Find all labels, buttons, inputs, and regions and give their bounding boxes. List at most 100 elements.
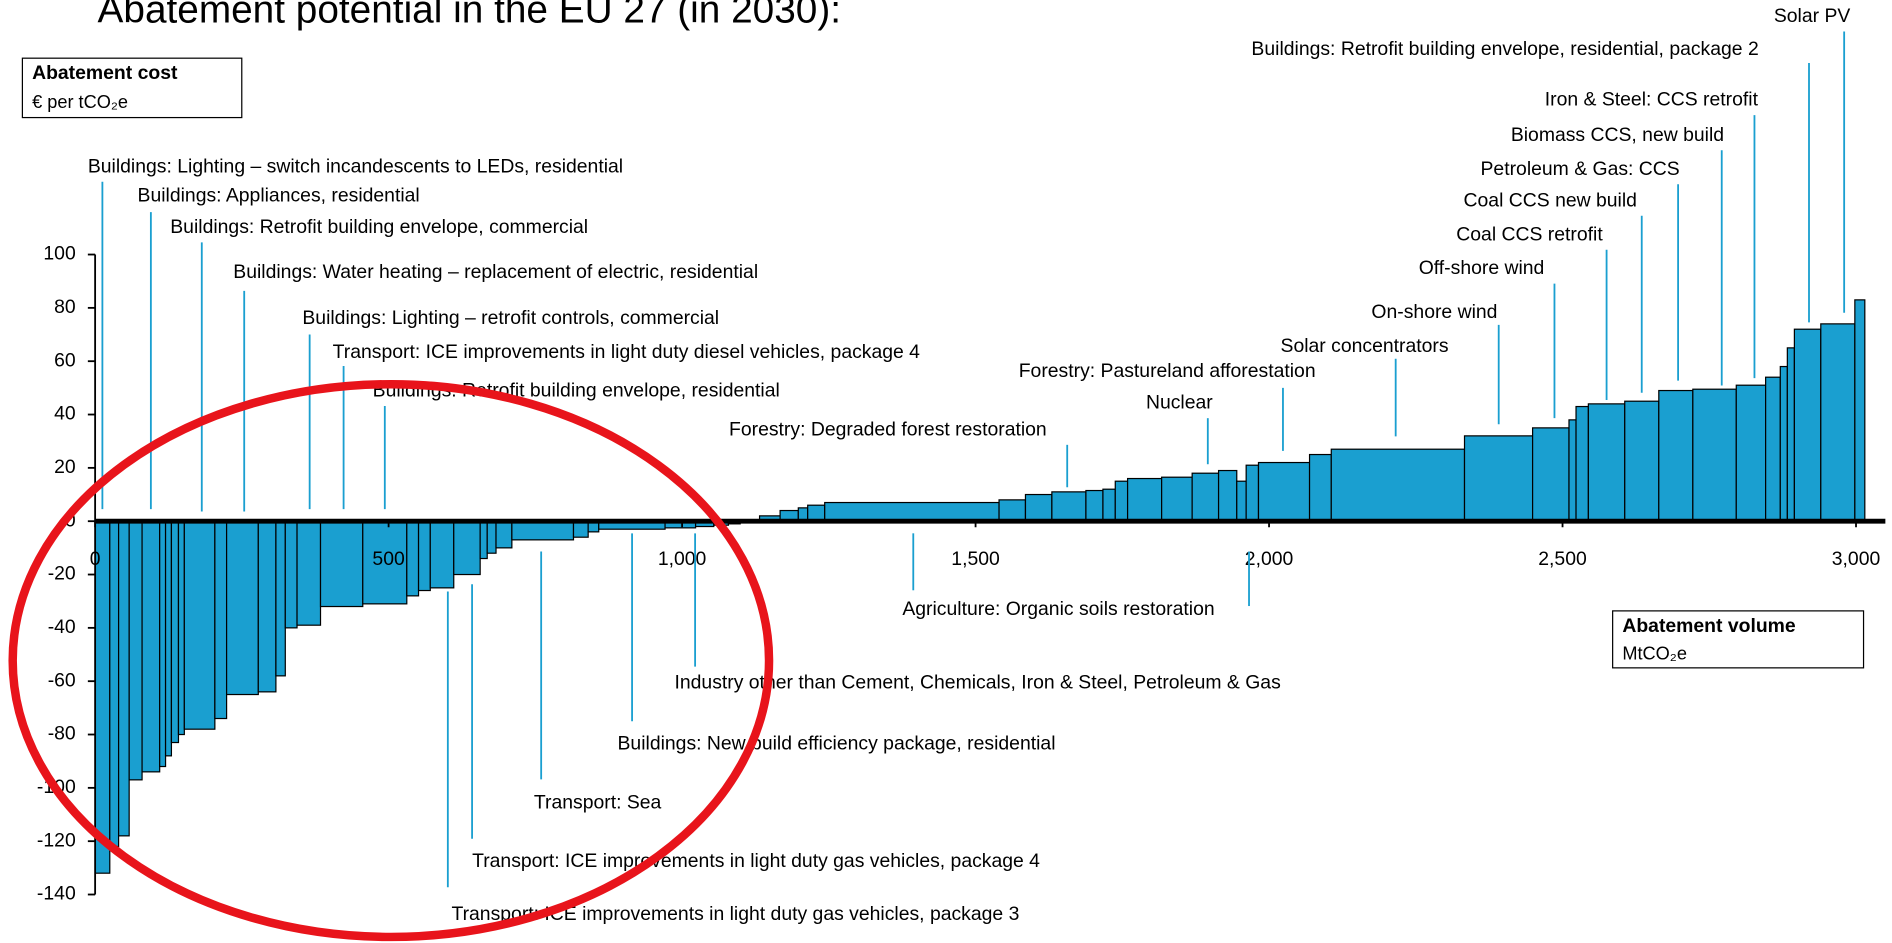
bar — [453, 520, 481, 576]
y-axis-title: Abatement cost — [32, 62, 178, 84]
annotation: Off-shore wind — [1419, 257, 1545, 279]
x-tick-label: 2,000 — [1245, 548, 1294, 570]
bar — [1692, 388, 1737, 522]
annotation: Buildings: Lighting – retrofit controls,… — [302, 307, 719, 329]
bar — [1624, 400, 1660, 522]
annotation: Biomass CCS, new build — [1511, 124, 1724, 146]
annotation: Buildings: Retrofit building envelope, r… — [1251, 38, 1758, 60]
x-tick-label: 2,500 — [1538, 548, 1587, 570]
bar — [1051, 491, 1087, 522]
bar — [1786, 347, 1795, 522]
bar — [406, 520, 420, 597]
annotation: Transport: ICE improvements in light dut… — [472, 850, 1040, 872]
bars — [94, 299, 1866, 874]
annotation: Buildings: Appliances, residential — [138, 184, 420, 206]
bar — [1765, 376, 1781, 522]
annotation: Solar concentrators — [1281, 335, 1449, 357]
bar — [495, 520, 513, 549]
bar — [1658, 389, 1694, 522]
bar — [362, 520, 408, 605]
bar — [1568, 419, 1577, 522]
annotation: Transport: ICE improvements in light dut… — [333, 341, 920, 363]
annotation: Iron & Steel: CCS retrofit — [1545, 89, 1759, 111]
bar — [1308, 453, 1332, 522]
bar — [1854, 299, 1866, 522]
y-tick-label: 100 — [43, 243, 76, 265]
x-axis-box — [1612, 610, 1865, 669]
bar — [1463, 435, 1534, 522]
annotation: Buildings: Water heating – replacement o… — [233, 261, 758, 283]
bar — [1735, 384, 1767, 522]
bar — [1257, 461, 1311, 522]
annotation: Nuclear — [1146, 392, 1213, 414]
y-tick-label: 80 — [54, 296, 76, 318]
annotation: Coal CCS new build — [1464, 189, 1637, 211]
bar — [1575, 405, 1589, 522]
bar — [117, 520, 130, 837]
bar — [1793, 328, 1822, 522]
y-tick-label: -60 — [48, 669, 76, 691]
annotation: Solar PV — [1774, 5, 1851, 27]
bar — [998, 499, 1027, 522]
bar — [183, 520, 216, 730]
highlight-ellipse — [8, 379, 774, 942]
annotation: On-shore wind — [1371, 301, 1497, 323]
chart-title: Abatement potential in the EU 27 (in 203… — [98, 0, 841, 31]
annotation: Coal CCS retrofit — [1456, 223, 1603, 245]
x-tick-label: 1,500 — [951, 548, 1000, 570]
bar — [1191, 472, 1220, 522]
annotation: Buildings: Retrofit building envelope, r… — [373, 380, 780, 402]
x-tick-label: 0 — [90, 548, 101, 570]
annotation: Transport: Sea — [534, 792, 662, 814]
x-tick-label: 3,000 — [1832, 548, 1881, 570]
y-tick-label: -80 — [48, 723, 76, 745]
bar — [1217, 469, 1238, 522]
bar — [486, 520, 497, 554]
x-tick-label: 1,000 — [658, 548, 707, 570]
bar — [109, 520, 120, 848]
y-tick-label: -120 — [37, 829, 76, 851]
y-axis-box — [21, 57, 243, 119]
bar — [128, 520, 143, 781]
bar — [417, 520, 431, 592]
annotation: Forestry: Degraded forest restoration — [729, 418, 1047, 440]
x-axis-title: Abatement volume — [1622, 615, 1796, 637]
bar — [1085, 489, 1104, 522]
bar — [1531, 427, 1570, 522]
annotation: Industry other than Cement, Chemicals, I… — [674, 672, 1280, 694]
bar — [1587, 403, 1626, 522]
annotation: Buildings: Retrofit building envelope, c… — [170, 216, 588, 238]
y-tick-label: -40 — [48, 616, 76, 638]
annotation: Agriculture: Organic soils restoration — [902, 598, 1214, 620]
bar — [296, 520, 322, 626]
bar — [1330, 448, 1466, 522]
annotation: Buildings: New build efficiency package,… — [618, 732, 1056, 754]
annotations: Buildings: Lighting – switch incandescen… — [88, 5, 1851, 925]
bar — [429, 520, 455, 589]
bar — [284, 520, 298, 629]
bar — [824, 501, 1000, 522]
bar — [177, 520, 185, 736]
y-tick-label: 20 — [54, 456, 76, 478]
bar — [1820, 323, 1856, 522]
bar — [141, 520, 161, 773]
x-tick-label: 500 — [372, 548, 405, 570]
bar — [94, 520, 111, 874]
annotation: Buildings: Lighting – switch incandescen… — [88, 155, 623, 177]
bar — [257, 520, 277, 693]
x-axis-unit: MtCO₂e — [1622, 643, 1687, 663]
bar — [1779, 365, 1788, 522]
bar — [1102, 488, 1116, 522]
annotation: Forestry: Pastureland afforestation — [1019, 360, 1316, 382]
bar — [159, 520, 167, 768]
bar — [1245, 464, 1260, 522]
bar — [170, 520, 180, 744]
bar — [225, 520, 259, 696]
bar — [1024, 493, 1053, 522]
bar — [479, 520, 488, 560]
bar — [319, 520, 364, 608]
y-tick-label: 40 — [54, 403, 76, 425]
bar — [1236, 480, 1247, 522]
bar — [1114, 480, 1129, 522]
